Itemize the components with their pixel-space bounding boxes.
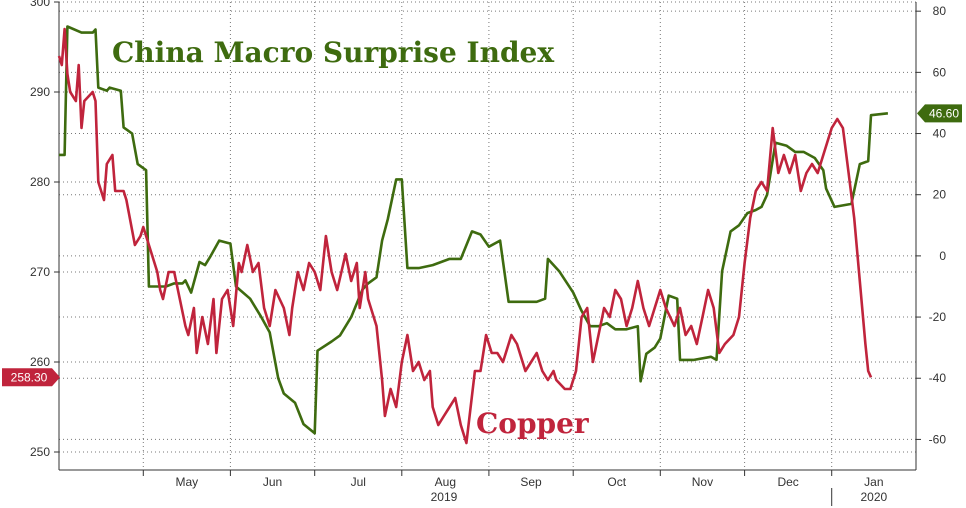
surprise-last-value-tag: 46.60 (917, 104, 962, 123)
axes: May Jun Jul Aug Sep Oct Nov Dec Jan 2019 2020 250 26… (30, 0, 946, 506)
copper-last-value: 258.30 (11, 370, 48, 384)
copper-line (57, 27, 873, 445)
y-tick-label-right: 0 (939, 249, 946, 263)
surprise-tag-shape (917, 104, 962, 123)
x-tick-label: Dec (777, 475, 798, 489)
grid (59, 1, 916, 470)
y-tick-label-right: 60 (933, 65, 947, 79)
x-tick-label: May (176, 475, 199, 489)
y-tick-label-left: 280 (30, 175, 50, 189)
y-tick-label-right: -40 (929, 371, 947, 385)
x-tick-label: Jun (263, 475, 282, 489)
y-tick-label-left: 270 (30, 265, 50, 279)
series: 46.60 258.30 (2, 25, 962, 445)
year-label: 2020 (861, 490, 888, 504)
y-tick-label-left: 300 (30, 0, 50, 9)
x-tick-label: Jul (351, 475, 366, 489)
copper-label: Copper (476, 407, 590, 440)
y-tick-label-left: 290 (30, 85, 50, 99)
y-tick-label-right: 20 (933, 188, 947, 202)
x-tick-label: Nov (692, 475, 713, 489)
y-tick-label-right: 80 (933, 4, 947, 18)
x-tick-label: Jan (864, 475, 883, 489)
y-tick-label-right: -20 (929, 310, 947, 324)
y-tick-label-left: 250 (30, 445, 50, 459)
x-tick-label: Sep (520, 475, 542, 489)
x-tick-label: Aug (435, 475, 456, 489)
copper-last-value-tag: 258.30 (2, 368, 60, 387)
y-tick-label-left: 260 (30, 355, 50, 369)
labels: China Macro Surprise Index Copper (112, 36, 590, 440)
x-tick-label: Oct (607, 475, 626, 489)
y-tick-label-right: -60 (929, 432, 947, 446)
copper-tag-shape (2, 368, 60, 387)
y-tick-label-right: 40 (933, 127, 947, 141)
surprise-index-label: China Macro Surprise Index (112, 36, 554, 69)
surprise-last-value: 46.60 (929, 106, 959, 120)
year-label: 2019 (431, 490, 458, 504)
